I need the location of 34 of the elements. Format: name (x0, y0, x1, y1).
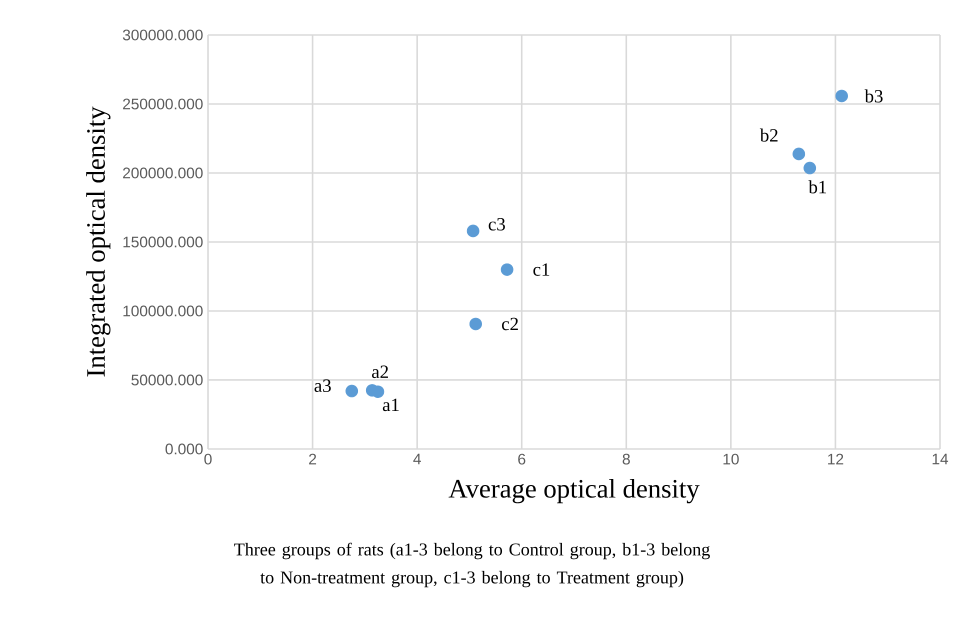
data-label: c3 (488, 218, 505, 231)
y-tick-label: 100000.000 (123, 306, 203, 316)
point (469, 318, 482, 330)
point (835, 90, 848, 102)
y-tick-label: 0.000 (166, 444, 203, 454)
text: Three groups of rats (a1-3 belong to Control group, b1-3 belong to Non-treatment group, c1-3 belong to Treatment group) (234, 542, 710, 588)
x-tick-label: 6 (518, 454, 526, 465)
point (792, 148, 806, 160)
data-label: b2 (760, 128, 778, 142)
y-tick-label: 300000.000 (122, 30, 203, 40)
x-tick-label: 8 (622, 454, 630, 465)
point (500, 263, 514, 276)
data-label: b1 (808, 180, 826, 194)
y-tick-label: 200000.000 (123, 168, 203, 178)
y-tick-label: 250000.000 (123, 98, 203, 110)
data-label: b3 (864, 89, 883, 103)
point (804, 162, 816, 174)
x-tick-label: 14 (932, 454, 948, 464)
x-tick-label: 10 (724, 454, 739, 465)
y-axis-title: Integrated optical density (86, 106, 110, 377)
data-label: a2 (372, 366, 388, 378)
x-axis-title: Average optical density (448, 479, 700, 504)
data-label: a3 (314, 379, 331, 392)
point (466, 224, 480, 238)
x-tick-label: 0 (204, 454, 212, 465)
x-tick-label: 4 (413, 454, 421, 464)
x-tick-label: 2 (309, 454, 316, 464)
data-label: c2 (502, 318, 518, 330)
x-tick-label: 12 (828, 454, 844, 464)
y-tick-label: 150000.000 (123, 236, 203, 248)
y-tick-label: 50000.000 (131, 374, 203, 386)
point (346, 384, 358, 398)
data-label: a1 (382, 398, 399, 412)
data-label: c1 (533, 263, 550, 276)
